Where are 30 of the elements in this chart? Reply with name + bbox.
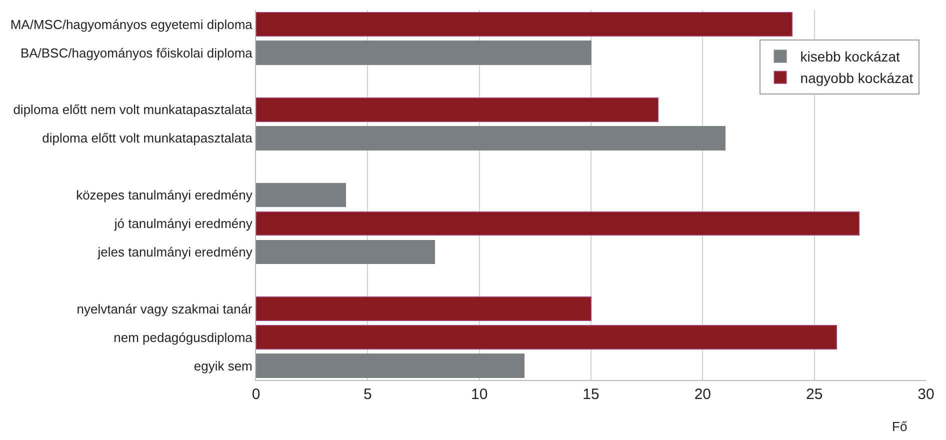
x-tick-label: 0 <box>252 386 260 403</box>
bar <box>256 97 658 122</box>
x-tick-label: 15 <box>582 386 600 403</box>
y-tick-label: jeles tanulmányi eredmény <box>96 244 253 260</box>
y-tick-label: nem pedagógusdiploma <box>114 330 254 345</box>
x-tick-label: 20 <box>694 386 712 403</box>
y-tick-label: egyik sem <box>194 358 252 374</box>
x-tick-label: 30 <box>918 386 934 403</box>
y-tick-label: diploma előtt nem volt munkatapasztalata <box>13 102 254 118</box>
bar <box>256 12 792 36</box>
bar <box>256 182 346 208</box>
y-tick-label: BA/BSC/hagyományos főiskolai diploma <box>20 45 254 60</box>
bar <box>256 240 436 264</box>
y-tick-label: diploma előtt volt munkatapasztalata <box>42 130 254 146</box>
x-tick-label: 10 <box>470 386 488 403</box>
y-tick-label: jó tanulmányi eredmény <box>113 216 253 232</box>
y-tick-label: közepes tanulmányi eredmény <box>76 188 253 203</box>
bar <box>256 325 838 350</box>
bar <box>256 211 860 236</box>
x-tick-label: 25 <box>806 386 823 403</box>
x-tick-label: 5 <box>364 386 372 403</box>
legend-label: kisebb kockázat <box>800 48 900 65</box>
bar <box>256 354 524 378</box>
x-axis-title: Fő <box>892 419 908 434</box>
bar <box>256 40 592 65</box>
bar <box>256 126 726 150</box>
y-tick-label: MA/MSC/hagyományos egyetemi diploma <box>10 16 254 32</box>
y-tick-label: nyelvtanár vagy szakmai tanár <box>76 301 254 316</box>
bar <box>256 296 592 322</box>
legend-label: nagyobb kockázat <box>800 70 914 86</box>
